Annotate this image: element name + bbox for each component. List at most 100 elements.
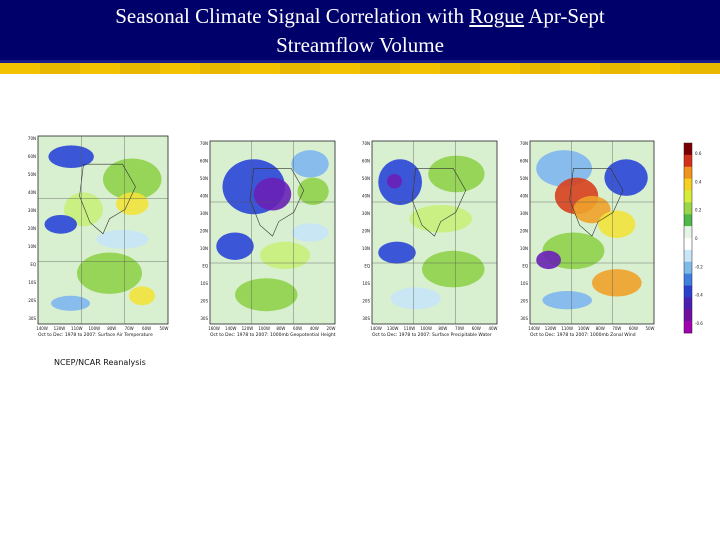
contour-region (604, 159, 648, 196)
color-scale-step (684, 154, 692, 168)
color-scale-step (684, 285, 692, 298)
latitude-label: 50N (28, 172, 36, 177)
latitude-label: 50N (362, 176, 370, 181)
color-scale-step (684, 297, 692, 310)
longitude-label: 80W (107, 326, 116, 331)
contour-region (536, 150, 592, 187)
contour-region (64, 192, 103, 227)
latitude-label: EQ (364, 264, 370, 269)
latitude-label: 40N (362, 194, 370, 199)
contour-region (291, 150, 329, 178)
latitude-label: 10N (362, 246, 370, 251)
color-scale-step (684, 166, 692, 179)
latitude-label: 30N (362, 211, 370, 216)
map-caption: Oct to Dec: 1978 to 2007: 1000mb Zonal W… (530, 332, 636, 338)
latitude-label: 30N (520, 211, 528, 216)
contour-region (297, 177, 329, 206)
latitude-label: 20N (362, 229, 370, 234)
latitude-label: 70N (200, 141, 208, 146)
longitude-label: 70W (455, 326, 464, 331)
color-scale-step (684, 238, 692, 251)
latitude-label: 40N (200, 194, 208, 199)
contour-region (592, 269, 642, 297)
contour-region (48, 145, 94, 168)
contour-region (51, 295, 90, 311)
latitude-label: 40N (520, 194, 528, 199)
color-scale-step (684, 261, 692, 274)
latitude-label: 10S (362, 281, 370, 286)
latitude-label: 70N (520, 141, 528, 146)
latitude-label: 20S (520, 299, 528, 304)
longitude-label: 80W (596, 326, 605, 331)
latitude-label: 40N (28, 190, 36, 195)
coastline (79, 163, 136, 235)
latitude-label: 30S (362, 316, 370, 321)
longitude-label: 140W (528, 326, 540, 331)
contour-region (291, 223, 329, 242)
latitude-label: 70N (362, 141, 370, 146)
longitude-label: 130W (54, 326, 66, 331)
latitude-label: 30S (520, 316, 528, 321)
color-scale-step (684, 309, 692, 322)
color-scale-step (684, 202, 692, 215)
color-scale-label: 0.6 (695, 151, 702, 156)
latitude-label: 10S (200, 281, 208, 286)
color-scale-step (684, 178, 692, 191)
latitude-label: EQ (202, 264, 208, 269)
longitude-label: 70W (125, 326, 134, 331)
latitude-label: 60N (28, 154, 36, 159)
coastline (569, 168, 624, 237)
latitude-label: EQ (30, 262, 36, 267)
longitude-label: 110W (561, 326, 573, 331)
longitude-label: 110W (404, 326, 416, 331)
longitude-label: 60W (142, 326, 151, 331)
color-scale: 0.6 0.4 0.2 0 -0.2 -0.4 -0.6 (683, 142, 703, 334)
longitude-label: 60W (472, 326, 481, 331)
contour-region (422, 250, 485, 288)
title-line-1: Seasonal Climate Signal Correlation with… (115, 4, 605, 28)
map-caption: Oct to Dec: 1978 to 2007: Surface Air Te… (38, 332, 153, 338)
latitude-label: 10N (200, 246, 208, 251)
longitude-label: 140W (225, 326, 237, 331)
contour-region (77, 252, 142, 294)
color-scale-label: -0.2 (695, 264, 703, 269)
latitude-label: 20N (200, 229, 208, 234)
latitude-label: 60N (200, 159, 208, 164)
longitude-label: 130W (387, 326, 399, 331)
longitude-label: 70W (612, 326, 621, 331)
latitude-label: 20S (362, 299, 370, 304)
contour-region (387, 173, 402, 189)
contour-region (536, 250, 561, 270)
banner-stripe (0, 60, 720, 63)
contour-region (390, 287, 441, 310)
latitude-label: 60N (520, 159, 528, 164)
longitude-label: 60W (629, 326, 638, 331)
contour-region (103, 158, 162, 200)
latitude-label: 50N (520, 176, 528, 181)
latitude-label: 10S (520, 281, 528, 286)
color-scale-step (684, 249, 692, 263)
banner-accent-bar (0, 63, 720, 74)
latitude-label: 50N (200, 176, 208, 181)
contour-region (378, 241, 416, 264)
longitude-label: 100W (258, 326, 270, 331)
color-scale-label: 0.4 (695, 179, 702, 184)
longitude-label: 50W (159, 326, 168, 331)
slide-title: Seasonal Climate Signal Correlation with… (0, 2, 720, 60)
latitude-label: 30S (200, 316, 208, 321)
longitude-label: 20W (326, 326, 335, 331)
contour-region (573, 195, 611, 224)
color-scale-step (684, 321, 692, 334)
longitude-label: 100W (578, 326, 590, 331)
latitude-label: 10N (28, 244, 36, 249)
latitude-label: 30N (28, 208, 36, 213)
color-scale-frame (683, 142, 693, 334)
color-scale-step (684, 190, 692, 203)
contour-region (116, 192, 149, 215)
latitude-label: 20N (520, 229, 528, 234)
longitude-label: 80W (438, 326, 447, 331)
